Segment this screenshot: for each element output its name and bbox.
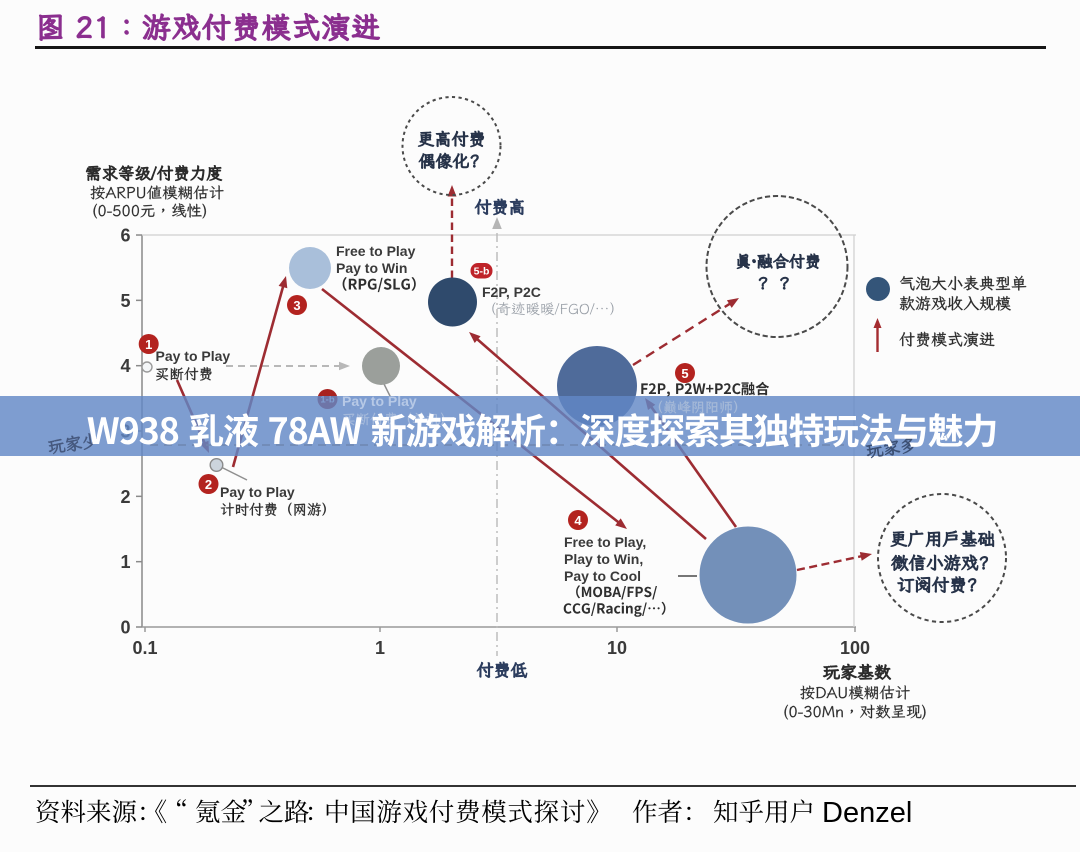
svg-text:3: 3 <box>293 298 300 313</box>
svg-text:5: 5 <box>681 366 688 381</box>
svg-text:6: 6 <box>120 226 130 246</box>
svg-text:Play to Win,: Play to Win, <box>564 551 643 567</box>
svg-text:0.1: 0.1 <box>132 638 157 658</box>
svg-text:Free to Play,: Free to Play, <box>564 534 646 550</box>
svg-text:0: 0 <box>120 618 130 638</box>
svg-text:5: 5 <box>120 291 130 311</box>
svg-text:Pay to Play: Pay to Play <box>220 484 295 500</box>
svg-text:100: 100 <box>840 638 870 658</box>
svg-text:F2P, P2C: F2P, P2C <box>482 284 541 300</box>
svg-text:10: 10 <box>607 638 627 658</box>
svg-text:Pay to Win: Pay to Win <box>336 260 407 276</box>
svg-text:1: 1 <box>375 638 385 658</box>
svg-text:5-b: 5-b <box>474 266 490 278</box>
svg-text:Pay to Play: Pay to Play <box>342 393 417 409</box>
svg-text:2: 2 <box>120 487 130 507</box>
svg-text:1: 1 <box>120 552 130 572</box>
svg-text:Free to Play: Free to Play <box>336 243 416 259</box>
svg-text:Pay to Cool: Pay to Cool <box>564 568 641 584</box>
svg-text:1: 1 <box>145 337 152 352</box>
svg-text:Denzel: Denzel <box>822 797 912 829</box>
svg-text:4: 4 <box>120 356 130 376</box>
svg-text:Pay to Play: Pay to Play <box>156 348 231 364</box>
svg-text:4: 4 <box>574 513 582 528</box>
svg-text:2: 2 <box>205 477 212 492</box>
